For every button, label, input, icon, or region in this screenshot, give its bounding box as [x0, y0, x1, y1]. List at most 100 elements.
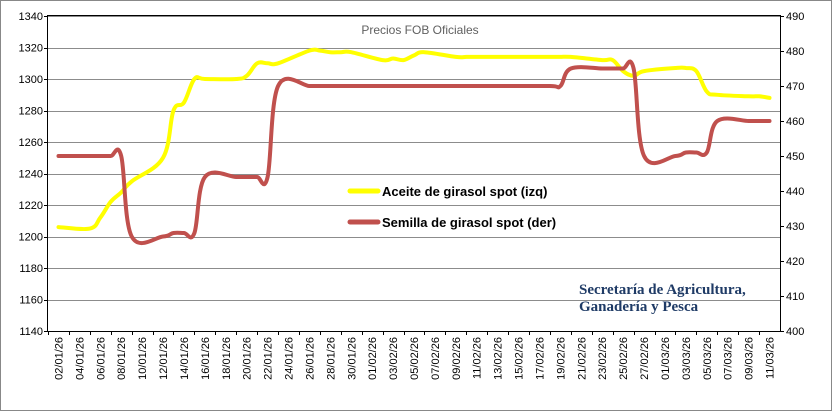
data-point-0 [685, 67, 687, 69]
data-point-0 [256, 62, 258, 65]
data-point-1 [57, 155, 60, 157]
y-left-tick-label: 1220 [19, 200, 43, 212]
x-tick-label: 03/03/26 [681, 337, 693, 380]
x-tick-label: 23/02/26 [597, 337, 609, 380]
x-tick-label: 27/02/26 [639, 337, 651, 380]
data-point-1 [601, 67, 603, 70]
y-left-tick-label: 1340 [19, 11, 43, 23]
data-point-1 [245, 176, 248, 178]
data-point-1 [559, 85, 562, 87]
data-point-0 [183, 101, 185, 104]
y-right-tick-label: 420 [786, 256, 804, 268]
data-point-1 [768, 120, 771, 122]
data-point-0 [340, 51, 342, 53]
data-point-0 [193, 78, 196, 80]
chart-title: Precios FOB Oficiales [361, 23, 478, 37]
x-axis: 02/01/26 04/01/26 06/01/26 08/01/26 10/01/26… [48, 331, 777, 380]
data-point-0 [622, 70, 624, 72]
data-point-0 [99, 216, 102, 219]
data-point-1 [162, 235, 164, 238]
data-point-0 [308, 49, 311, 52]
data-point-0 [319, 49, 321, 52]
data-point-0 [747, 95, 750, 98]
x-tick-label: 09/03/26 [744, 337, 756, 380]
data-point-0 [768, 97, 771, 99]
x-tick-label: 04/01/26 [74, 337, 86, 380]
data-point-1 [423, 85, 426, 87]
data-point-0 [695, 70, 698, 72]
x-tick-label: 01/02/26 [367, 337, 379, 380]
y-axis-right: 400 410 420 430 440 450 460 470 480 490 [780, 11, 804, 338]
y-right-tick-label: 400 [786, 326, 804, 338]
data-point-1 [486, 85, 489, 87]
data-point-1 [120, 155, 122, 157]
x-tick-label: 12/01/26 [158, 337, 170, 380]
data-point-0 [455, 56, 457, 58]
y-left-tick-label: 1320 [19, 43, 43, 55]
x-tick-label: 08/01/26 [116, 337, 128, 380]
data-point-0 [266, 62, 269, 65]
y-right-tick-label: 440 [786, 186, 804, 198]
data-point-1 [706, 151, 708, 154]
data-point-0 [57, 226, 60, 228]
data-point-0 [120, 191, 122, 194]
x-tick-label: 07/02/26 [430, 337, 442, 380]
data-point-0 [465, 56, 468, 58]
data-point-1 [758, 120, 760, 122]
x-tick-label: 15/02/26 [514, 337, 526, 380]
x-tick-label: 20/01/26 [242, 337, 254, 380]
x-tick-label: 11/02/26 [472, 337, 484, 379]
data-point-1 [266, 176, 269, 178]
x-tick-label: 02/01/26 [53, 337, 65, 380]
data-point-1 [183, 232, 185, 234]
data-point-1 [99, 155, 102, 157]
data-point-0 [496, 56, 499, 58]
x-tick-label: 05/02/26 [409, 337, 421, 380]
data-point-1 [455, 85, 457, 87]
data-point-1 [350, 85, 353, 87]
x-tick-label: 30/01/26 [346, 337, 358, 380]
data-point-1 [402, 85, 405, 87]
data-point-0 [162, 157, 164, 159]
y-right-tick-label: 460 [786, 116, 804, 128]
data-point-1 [413, 85, 415, 87]
data-point-1 [235, 176, 237, 178]
data-point-0 [611, 59, 614, 61]
data-point-1 [172, 232, 175, 234]
x-tick-label: 10/01/26 [137, 337, 149, 380]
y-left-tick-label: 1260 [19, 137, 43, 149]
data-point-1 [496, 85, 499, 87]
y-right-tick-label: 430 [786, 221, 804, 233]
x-tick-label: 19/02/26 [555, 337, 567, 380]
x-tick-label: 01/03/26 [660, 337, 672, 380]
y-left-tick-label: 1280 [19, 106, 43, 118]
data-point-1 [475, 85, 478, 87]
data-point-1 [570, 67, 572, 70]
data-point-1 [319, 85, 321, 87]
data-point-1 [193, 232, 196, 234]
x-tick-label: 14/01/26 [179, 337, 191, 380]
watermark-line-2: Ganadería y Pesca [579, 299, 699, 315]
data-point-1 [549, 85, 551, 87]
y-right-tick-label: 470 [786, 81, 804, 93]
y-right-tick-label: 450 [786, 151, 804, 163]
data-point-1 [695, 151, 698, 154]
data-point-1 [747, 120, 750, 122]
data-point-1 [381, 85, 384, 87]
legend: Aceite de girasol spot (izq) Semilla de … [347, 184, 556, 230]
data-point-1 [643, 155, 645, 157]
data-point-0 [486, 56, 489, 58]
data-point-1 [674, 155, 677, 157]
data-point-0 [130, 180, 133, 183]
data-point-0 [235, 78, 237, 80]
data-point-0 [643, 70, 645, 72]
y-left-tick-label: 1240 [19, 169, 43, 181]
data-point-0 [245, 75, 248, 77]
data-point-0 [758, 95, 760, 98]
data-point-1 [716, 120, 719, 122]
y-right-tick-label: 480 [786, 46, 804, 58]
data-point-0 [559, 56, 562, 58]
x-tick-label: 09/02/26 [451, 337, 463, 380]
data-point-1 [130, 235, 133, 238]
y-left-tick-label: 1300 [19, 74, 43, 86]
